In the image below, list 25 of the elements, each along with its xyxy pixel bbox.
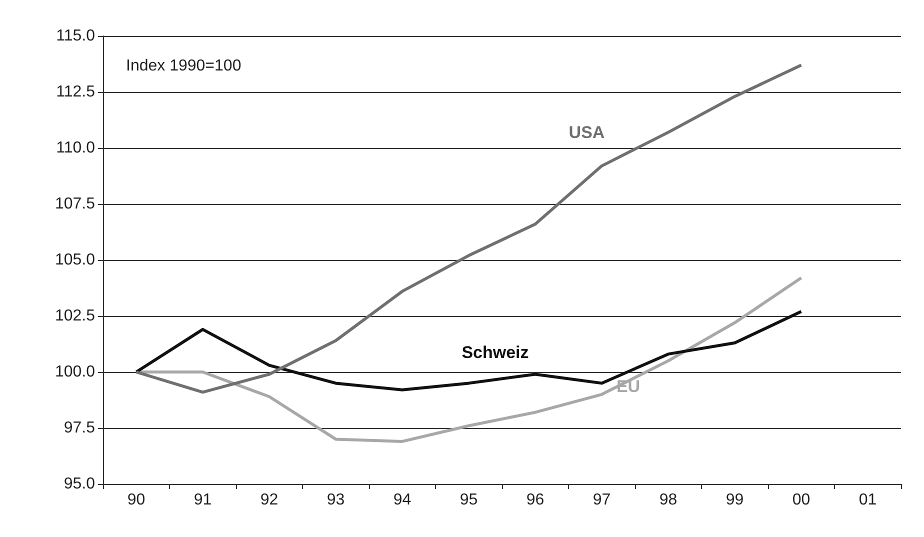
x-tick-label: 91 <box>194 492 212 508</box>
annotation: Index 1990=100 <box>126 58 242 74</box>
x-tick-label: 92 <box>260 492 278 508</box>
x-tick-label: 90 <box>127 492 146 508</box>
line-series <box>134 310 803 392</box>
y-tick-label: 107.5 <box>54 196 96 212</box>
x-tick-label: 97 <box>592 492 611 508</box>
y-tick-label: 97.5 <box>64 420 96 436</box>
x-tick-label: 98 <box>659 492 678 508</box>
x-tick-label: 93 <box>326 492 345 508</box>
x-tick-label: 01 <box>858 492 877 508</box>
x-tick-label: 99 <box>726 492 744 508</box>
y-tick-label: 102.5 <box>54 308 96 324</box>
x-tick-label: 96 <box>526 492 544 508</box>
y-tick-label: 105.0 <box>54 252 96 268</box>
x-tick-label: 00 <box>792 492 810 508</box>
series-label: Schweiz <box>462 343 529 362</box>
y-tick-label: 112.5 <box>56 84 96 100</box>
y-tick-label: 110.0 <box>56 140 96 156</box>
y-tick-label: 95.0 <box>64 476 96 492</box>
series-label: USA <box>568 122 605 142</box>
x-tick-label: 95 <box>460 492 478 508</box>
y-tick-label: 115.0 <box>56 28 96 44</box>
x-tick-label: 94 <box>393 492 412 508</box>
y-tick-label: 100.0 <box>54 364 96 380</box>
